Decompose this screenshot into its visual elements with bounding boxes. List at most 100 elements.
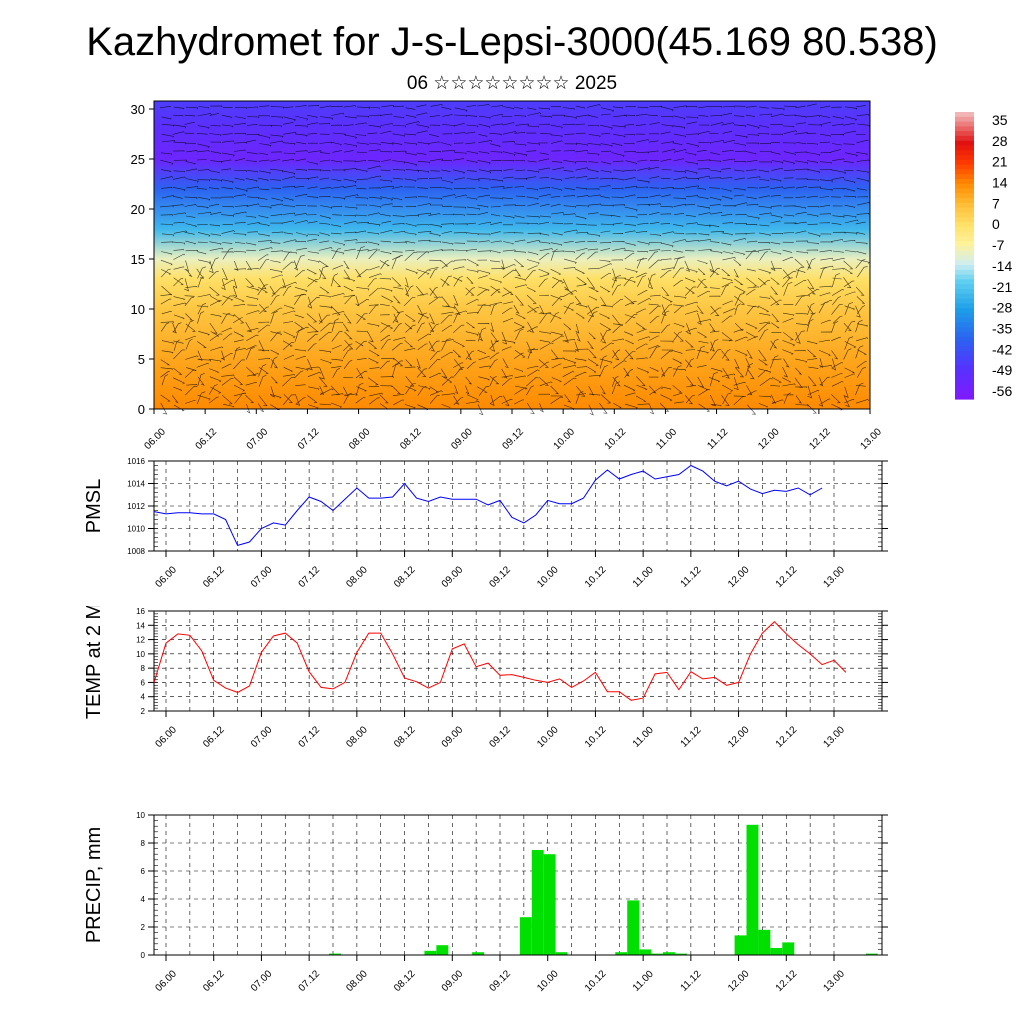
precip-bar <box>329 953 341 955</box>
x-tick-label: 08.12 <box>398 426 424 452</box>
colorbar-label: -42 <box>992 341 1012 357</box>
x-tick-label: 11.00 <box>631 564 656 589</box>
cross-section-field <box>154 101 870 409</box>
x-tick-label: 09.12 <box>500 426 526 452</box>
colorbar-swatch <box>955 274 974 281</box>
colorbar-swatch <box>955 121 974 127</box>
colorbar-swatch <box>955 341 974 347</box>
colorbar-label: 0 <box>992 216 1000 232</box>
x-tick-label: 12.00 <box>726 564 752 590</box>
y-tick-label: 1016 <box>127 457 145 466</box>
x-tick-label: 10.12 <box>583 564 609 590</box>
x-tick-label: 08.00 <box>344 724 370 750</box>
x-tick-label: 09.00 <box>440 968 466 994</box>
colorbar-swatch <box>955 360 974 367</box>
x-tick-label: 09.00 <box>440 564 466 590</box>
temp-ylabel: TEMP at 2 M <box>83 606 105 719</box>
x-tick-label: 13.00 <box>821 724 847 750</box>
y-tick-label: 14 <box>136 621 145 630</box>
x-tick-label: 07.00 <box>249 564 275 590</box>
x-tick-label: 06.00 <box>142 426 168 452</box>
temperature-colorbar: 35 28 21 14 7 0 -7 -14 -21 -28 -35 -42 -49 -56 <box>955 112 1012 400</box>
x-tick-label: 07.12 <box>297 968 323 994</box>
precip-bar <box>734 935 747 955</box>
x-tick-label: 13.00 <box>858 426 884 452</box>
y-tick-label: 12 <box>136 636 145 645</box>
colorbar-swatch <box>955 217 974 223</box>
colorbar-swatch <box>955 379 974 386</box>
colorbar-label: 21 <box>992 154 1008 170</box>
colorbar-swatch <box>955 365 974 371</box>
colorbar-label: -7 <box>992 237 1005 253</box>
precip-bar <box>674 953 687 955</box>
temp-panel: 2 4 6 8 10 12 14 16 06.00 06.12 07.00 07.12 08.00 08.… <box>83 606 888 750</box>
y-tick-label: 1012 <box>127 502 145 511</box>
colorbar-swatch <box>955 183 974 190</box>
colorbar-swatch <box>955 202 974 209</box>
colorbar-swatch <box>955 355 974 362</box>
x-tick-label: 11.00 <box>654 426 679 451</box>
x-tick-label: 06.00 <box>153 724 179 750</box>
colorbar-swatch <box>955 169 974 175</box>
temp-series-line <box>153 620 847 701</box>
y-tick-label: 8 <box>141 839 146 848</box>
x-tick-label: 12.12 <box>774 564 800 590</box>
precip-bar <box>746 824 759 955</box>
y-tick-label: 10 <box>131 302 145 317</box>
colorbar-swatch <box>955 269 974 276</box>
colorbar-swatch <box>955 145 974 151</box>
x-tick-label: 11.00 <box>631 724 656 749</box>
colorbar-swatch <box>955 351 974 357</box>
x-tick-label: 11.12 <box>679 968 704 993</box>
x-tick-label: 10.00 <box>535 724 561 750</box>
temp-frame <box>153 610 883 712</box>
x-tick-label: 12.12 <box>774 968 800 994</box>
colorbar-swatch <box>955 336 974 343</box>
colorbar-swatch <box>955 346 974 352</box>
chart-title: Kazhydromet for J-s-Lepsi-3000(45.169 80… <box>86 20 938 64</box>
y-tick-label: 30 <box>131 102 145 117</box>
colorbar-swatch <box>955 284 974 290</box>
colorbar-swatch <box>955 293 974 300</box>
x-tick-label: 09.00 <box>449 426 475 452</box>
colorbar-swatch <box>955 112 974 118</box>
precip-frame <box>153 814 883 956</box>
x-tick-label: 08.00 <box>344 564 370 590</box>
colorbar-swatch <box>955 389 974 395</box>
x-tick-label: 06.12 <box>201 564 227 590</box>
colorbar-swatch <box>955 155 974 161</box>
colorbar-label: -56 <box>992 383 1012 399</box>
colorbar-swatch <box>955 174 974 180</box>
y-tick-label: 10 <box>136 650 145 659</box>
pmsl-panel: 1008 1010 1012 1014 1016 06.00 06.12 07.00 07.12… <box>83 457 888 590</box>
x-tick-label: 11.12 <box>679 724 704 749</box>
colorbar-swatch <box>955 131 974 137</box>
colorbar-swatch <box>955 312 974 319</box>
x-tick-label: 13.00 <box>821 968 847 994</box>
y-tick-label: 1010 <box>127 525 145 534</box>
colorbar-swatch <box>955 236 974 242</box>
colorbar-swatch <box>955 212 974 218</box>
colorbar-swatch <box>955 370 974 376</box>
x-tick-label: 08.12 <box>392 564 418 590</box>
x-tick-label: 07.12 <box>297 724 323 750</box>
x-tick-label: 06.12 <box>201 968 227 994</box>
x-tick-label: 12.12 <box>807 426 833 452</box>
colorbar-swatch <box>955 322 974 328</box>
x-tick-label: 07.12 <box>296 426 322 452</box>
x-tick-label: 08.00 <box>344 968 370 994</box>
colorbar-swatch <box>955 317 974 324</box>
colorbar-swatch <box>955 164 974 170</box>
colorbar-swatch <box>955 394 974 400</box>
colorbar-label: -35 <box>992 320 1012 336</box>
x-tick-label: 10.12 <box>583 968 609 994</box>
y-tick-label: 4 <box>141 693 146 702</box>
x-tick-label: 09.12 <box>487 564 513 590</box>
x-tick-label: 10.12 <box>603 426 629 452</box>
colorbar-swatch <box>955 207 974 214</box>
x-tick-label: 07.00 <box>249 724 275 750</box>
colorbar-swatch <box>955 327 974 333</box>
precip-panel: 0 2 4 6 8 10 06.00 06.12 07.00 07.12 08.00 08.12 09.… <box>83 811 888 994</box>
precip-bar <box>472 952 485 955</box>
colorbar-swatch <box>955 159 974 166</box>
